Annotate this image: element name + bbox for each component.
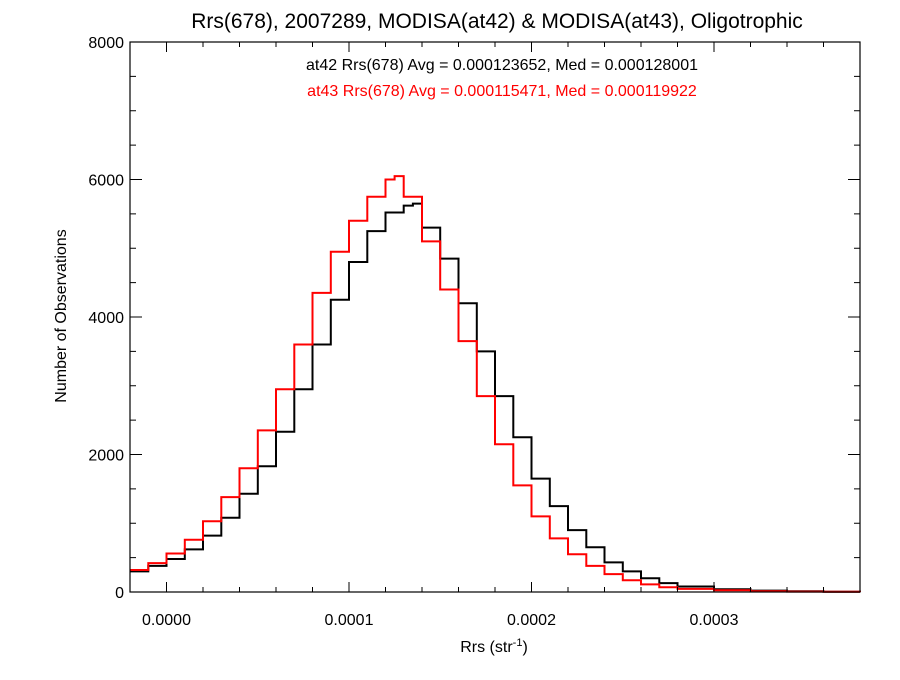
- x-tick-label: 0.0000: [142, 612, 191, 629]
- x-tick-label: 0.0002: [507, 612, 556, 629]
- y-tick-label: 0: [115, 585, 124, 602]
- y-axis-label: Number of Observations: [53, 229, 70, 402]
- x-axis-label-superscript: -1: [513, 637, 523, 649]
- y-tick-label: 2000: [88, 448, 124, 465]
- series-line-1: [130, 175, 861, 593]
- x-tick-label: 0.0001: [325, 612, 374, 629]
- chart-title: Rrs(678), 2007289, MODISA(at42) & MODISA…: [191, 10, 803, 33]
- annotation-at43: at43 Rrs(678) Avg = 0.000115471, Med = 0…: [307, 83, 697, 100]
- y-tick-label: 6000: [88, 173, 124, 190]
- y-tick-label: 4000: [88, 310, 124, 327]
- axis-ticks: 0.0000 0.0001 0.0002 0.0003 0 2000 4000 6000 800…: [88, 35, 861, 629]
- annotation-at42: at42 Rrs(678) Avg = 0.000123652, Med = 0…: [306, 57, 698, 74]
- series-layer: [130, 175, 861, 593]
- y-tick-label: 8000: [88, 35, 124, 52]
- x-tick-label: 0.0003: [690, 612, 739, 629]
- x-axis-label: Rrs (str-1): [460, 637, 528, 656]
